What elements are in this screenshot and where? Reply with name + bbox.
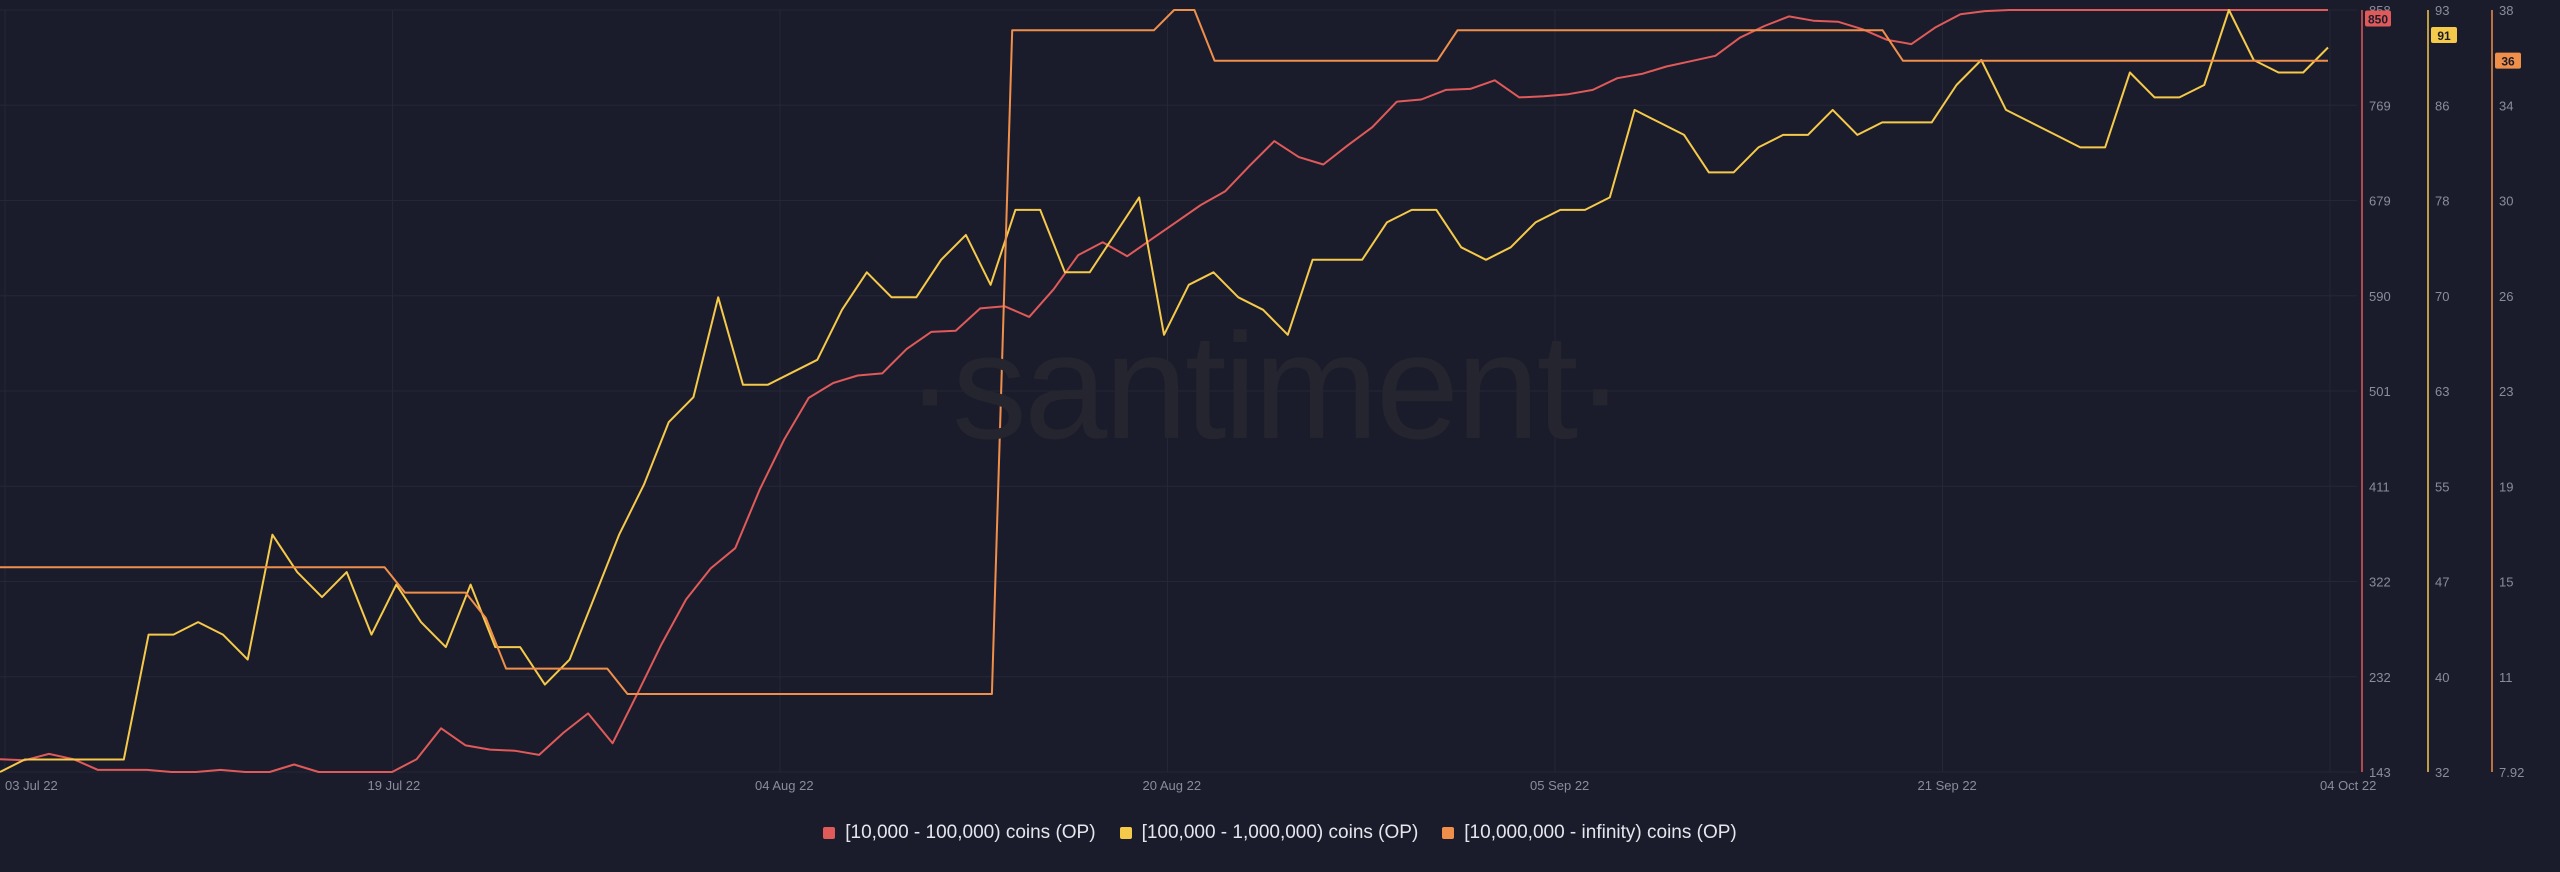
y-tick-label-0: 590 bbox=[2369, 289, 2391, 304]
watermark: ·santiment· bbox=[905, 302, 1625, 470]
series-line-1 bbox=[0, 9, 2329, 773]
y-tick-label-2: 7.92 bbox=[2499, 765, 2524, 780]
x-tick-label: 03 Jul 22 bbox=[5, 778, 58, 793]
y-tick-label-0: 143 bbox=[2369, 765, 2391, 780]
y-tick-label-0: 679 bbox=[2369, 194, 2391, 209]
y-tick-label-2: 19 bbox=[2499, 479, 2513, 494]
y-tick-label-0: 322 bbox=[2369, 575, 2391, 590]
y-tick-label-0: 411 bbox=[2369, 479, 2390, 494]
y-tick-label-2: 11 bbox=[2499, 670, 2513, 685]
legend-label-1: [100,000 - 1,000,000) coins (OP) bbox=[1141, 822, 1419, 843]
y-tick-label-1: 40 bbox=[2435, 670, 2449, 685]
y-tick-label-2: 23 bbox=[2499, 384, 2513, 399]
y-tick-label-1: 63 bbox=[2435, 384, 2449, 399]
legend-item-2[interactable]: [10,000,000 - infinity) coins (OP) bbox=[1442, 822, 1737, 844]
y-tick-label-1: 78 bbox=[2435, 194, 2449, 209]
current-value-label-1: 91 bbox=[2437, 29, 2451, 43]
series-line-0 bbox=[0, 9, 2328, 773]
y-tick-label-1: 86 bbox=[2435, 98, 2449, 113]
x-tick-label: 04 Oct 22 bbox=[2320, 778, 2376, 793]
x-tick-label: 05 Sep 22 bbox=[1530, 778, 1589, 793]
y-tick-label-0: 769 bbox=[2369, 98, 2391, 113]
current-value-badge-1 bbox=[2431, 26, 2457, 43]
y-tick-label-2: 26 bbox=[2499, 289, 2513, 304]
current-value-badge-0 bbox=[2365, 10, 2391, 27]
legend-label-0: [10,000 - 100,000) coins (OP) bbox=[845, 822, 1096, 843]
y-tick-label-2: 15 bbox=[2499, 575, 2513, 590]
legend: [10,000 - 100,000) coins (OP) [100,000 -… bbox=[0, 818, 2560, 848]
x-tick-label: 20 Aug 22 bbox=[1143, 778, 1202, 793]
x-tick-label: 21 Sep 22 bbox=[1918, 778, 1977, 793]
y-tick-label-2: 34 bbox=[2499, 98, 2513, 113]
y-tick-label-2: 38 bbox=[2499, 3, 2513, 18]
current-value-badge-2 bbox=[2495, 52, 2521, 69]
y-tick-label-2: 30 bbox=[2499, 194, 2513, 209]
y-tick-label-1: 93 bbox=[2435, 3, 2449, 18]
legend-item-0[interactable]: [10,000 - 100,000) coins (OP) bbox=[823, 822, 1096, 844]
y-tick-label-0: 501 bbox=[2369, 384, 2391, 399]
y-tick-label-0: 232 bbox=[2369, 670, 2391, 685]
legend-swatch-0 bbox=[823, 827, 836, 839]
y-tick-label-1: 70 bbox=[2435, 289, 2449, 304]
legend-label-2: [10,000,000 - infinity) coins (OP) bbox=[1464, 822, 1737, 843]
y-tick-label-1: 32 bbox=[2435, 765, 2449, 780]
x-tick-label: 19 Jul 22 bbox=[368, 778, 421, 793]
legend-swatch-2 bbox=[1442, 827, 1455, 839]
legend-item-1[interactable]: [100,000 - 1,000,000) coins (OP) bbox=[1119, 822, 1419, 844]
legend-swatch-1 bbox=[1119, 827, 1132, 839]
current-value-label-2: 36 bbox=[2501, 55, 2515, 69]
x-tick-label: 04 Aug 22 bbox=[755, 778, 814, 793]
current-value-label-0: 850 bbox=[2368, 13, 2388, 27]
y-tick-label-1: 47 bbox=[2435, 575, 2449, 590]
y-tick-label-1: 55 bbox=[2435, 479, 2449, 494]
series-line-2 bbox=[0, 9, 2328, 695]
